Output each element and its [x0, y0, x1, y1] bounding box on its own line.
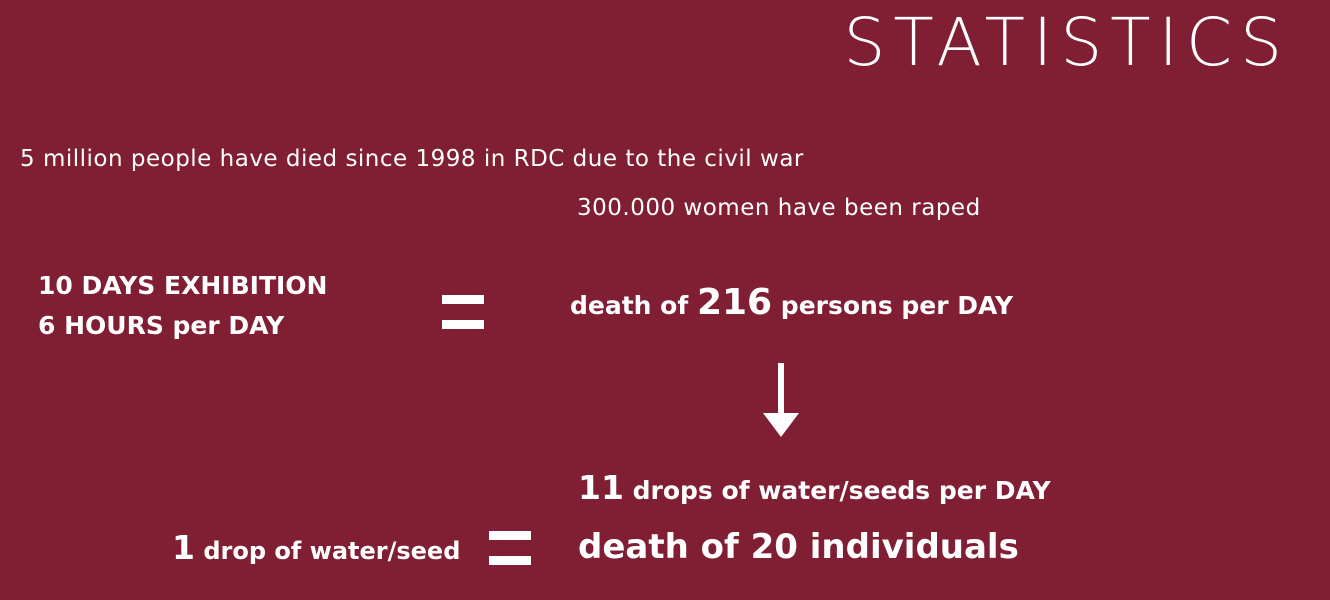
- one-drop-statement: 1 drop of water/seed: [172, 528, 460, 567]
- equals-icon: [489, 531, 531, 565]
- one-drop-number: 1: [172, 528, 195, 567]
- deaths-statement: 5 million people have died since 1998 in…: [20, 146, 804, 172]
- death-per-day-suffix: persons per DAY: [772, 291, 1014, 320]
- exhibition-days: 10 DAYS EXHIBITION: [38, 271, 328, 300]
- death-individuals-statement: death of 20 individuals: [578, 527, 1019, 567]
- rapes-statement: 300.000 women have been raped: [577, 195, 981, 221]
- equals-icon: [442, 295, 484, 329]
- drops-per-day-number: 11: [578, 468, 624, 507]
- one-drop-suffix: drop of water/seed: [194, 537, 461, 565]
- death-per-day-statement: death of 216 persons per DAY: [570, 282, 1013, 323]
- arrow-down-icon: [763, 363, 799, 439]
- death-per-day-number: 216: [696, 282, 773, 323]
- page-title: STATISTICS: [843, 4, 1290, 81]
- death-per-day-prefix: death of: [570, 291, 697, 320]
- drops-per-day-suffix: drops of water/seeds per DAY: [623, 476, 1051, 505]
- drops-per-day-statement: 11 drops of water/seeds per DAY: [578, 468, 1051, 507]
- exhibition-hours: 6 HOURS per DAY: [38, 311, 285, 340]
